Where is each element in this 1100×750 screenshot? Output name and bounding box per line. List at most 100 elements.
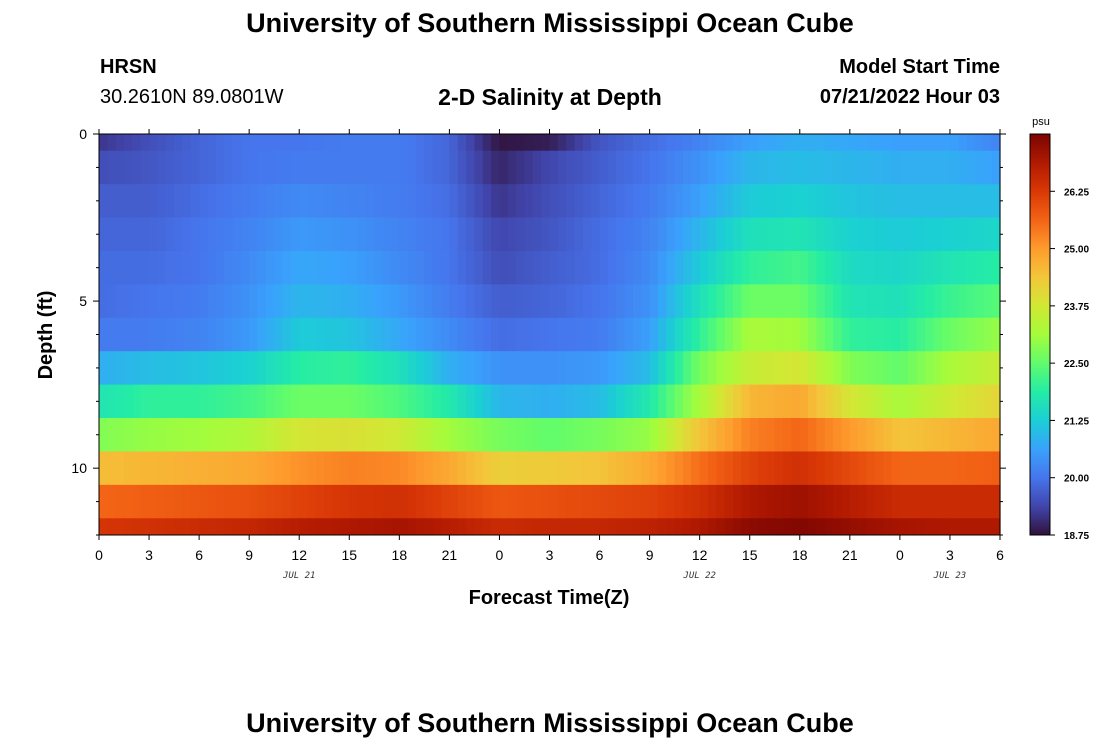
heat-cell: [124, 518, 133, 536]
heat-cell: [641, 284, 651, 319]
heat-cell: [733, 384, 742, 419]
heat-cell: [908, 351, 918, 386]
heat-cell: [132, 518, 142, 536]
heat-cell: [524, 451, 534, 486]
heat-cell: [507, 418, 517, 452]
heat-cell: [290, 217, 300, 252]
heat-cell: [340, 351, 350, 386]
heat-cell: [983, 317, 993, 352]
heat-cell: [774, 317, 784, 352]
heat-cell: [265, 284, 275, 319]
heat-cell: [582, 351, 592, 386]
heat-cell: [390, 250, 400, 285]
heat-cell: [466, 451, 476, 486]
heat-cell: [799, 184, 809, 218]
heat-cell: [983, 217, 993, 252]
heat-cell: [315, 484, 325, 519]
heat-cell: [624, 484, 634, 519]
heat-cell: [808, 217, 818, 252]
heat-cell: [215, 518, 225, 536]
heat-cell: [182, 150, 192, 185]
heat-cell: [432, 217, 442, 252]
heat-cell: [866, 351, 876, 386]
heat-cell: [591, 451, 601, 486]
heat-cell: [315, 418, 325, 452]
heat-cell: [541, 284, 551, 319]
heat-cell: [332, 518, 342, 536]
x-tick-label: 18: [792, 547, 808, 563]
heat-cell: [674, 250, 684, 285]
heat-cell: [541, 518, 551, 536]
heat-cell: [432, 484, 442, 519]
heat-cell: [833, 384, 843, 419]
heat-cell: [833, 418, 843, 452]
heat-cell: [666, 351, 676, 386]
heat-cell: [232, 250, 242, 285]
heat-cell: [274, 317, 284, 352]
heat-cell: [749, 451, 759, 486]
heat-cell: [741, 317, 751, 352]
colorbar-scale: [1029, 133, 1051, 536]
heat-cell: [958, 451, 968, 486]
heat-cell: [482, 134, 492, 152]
heat-cell: [99, 451, 108, 486]
heat-cell: [758, 250, 767, 285]
heat-cell: [232, 217, 242, 252]
heat-cell: [733, 418, 742, 452]
heat-cell: [466, 217, 476, 252]
x-tick-label: 12: [291, 547, 307, 563]
heat-cell: [574, 134, 584, 152]
heat-cell: [340, 418, 350, 452]
heat-cell: [774, 451, 784, 486]
heat-cell: [457, 134, 467, 152]
heat-cell: [557, 134, 567, 152]
heat-cell: [924, 518, 934, 536]
heat-cell: [908, 418, 918, 452]
heat-cell: [516, 351, 526, 386]
heat-cell: [516, 518, 526, 536]
heat-cell: [841, 284, 851, 319]
heat-cell: [349, 284, 359, 319]
heat-cell: [441, 150, 450, 185]
heat-cell: [516, 418, 526, 452]
heat-cell: [666, 518, 676, 536]
heat-cell: [265, 384, 275, 419]
heat-cell: [357, 384, 367, 419]
heat-cell: [365, 150, 375, 185]
heat-cell: [841, 484, 851, 519]
heat-cell: [532, 250, 542, 285]
heat-cell: [591, 418, 601, 452]
heat-cell: [357, 351, 367, 386]
heat-cell: [724, 451, 734, 486]
heat-cell: [299, 518, 309, 536]
colorbar-tick-label: 21.25: [1064, 416, 1089, 427]
heat-cell: [733, 317, 742, 352]
heat-cell: [232, 284, 242, 319]
station-coordinates: 30.2610N 89.0801W: [100, 86, 284, 108]
heat-cell: [958, 184, 968, 218]
heat-cell: [958, 384, 968, 419]
heat-cell: [199, 484, 209, 519]
heat-cell: [849, 518, 859, 536]
heat-cell: [799, 518, 809, 536]
heat-cell: [324, 217, 334, 252]
colorbar-tick-label: 20.00: [1064, 474, 1089, 485]
heat-cell: [566, 284, 576, 319]
heat-cell: [916, 384, 926, 419]
heat-cell: [307, 134, 317, 152]
heat-cell: [157, 484, 167, 519]
heat-cell: [974, 134, 984, 152]
heat-cell: [699, 384, 709, 419]
heat-cell: [557, 418, 567, 452]
heat-cell: [516, 217, 526, 252]
heat-cell: [574, 250, 584, 285]
model-start-label: Model Start Time: [839, 56, 1000, 78]
heat-cell: [432, 284, 442, 319]
heat-cell: [491, 518, 501, 536]
heat-cell: [916, 484, 926, 519]
heat-cell: [699, 217, 709, 252]
heat-cell: [132, 351, 142, 386]
heat-cell: [290, 284, 300, 319]
heat-cell: [182, 351, 192, 386]
heat-cell: [833, 451, 843, 486]
